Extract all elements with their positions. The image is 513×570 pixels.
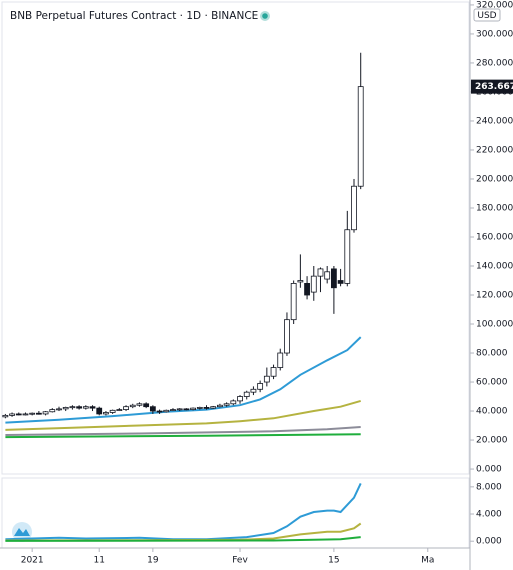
candle-body <box>56 408 62 411</box>
candle-body <box>230 400 237 405</box>
candle-body <box>290 283 297 321</box>
candle-body <box>149 406 156 412</box>
y-tick-label: 0.000 <box>476 537 502 547</box>
candle-body <box>223 403 230 406</box>
y-tick-label: 20.000 <box>476 436 508 446</box>
line <box>5 482 362 541</box>
line <box>5 336 362 424</box>
last-price-box <box>471 79 513 94</box>
candle-body <box>22 413 29 416</box>
line <box>5 399 361 431</box>
candle-body <box>129 404 136 408</box>
candle-body <box>337 280 344 284</box>
candle-body <box>2 414 9 418</box>
candle-body <box>203 407 210 409</box>
currency-box <box>473 8 501 22</box>
candle-body <box>49 409 56 413</box>
main-pane <box>1 1 470 475</box>
y-tick-label: 120.000 <box>476 291 513 301</box>
status-dot <box>262 13 268 19</box>
x-tick-label: 11 <box>93 556 104 566</box>
candle-body <box>304 283 310 296</box>
y-tick-label: 160.000 <box>476 232 513 242</box>
currency: USD <box>477 11 496 21</box>
y-tick-label: 4.000 <box>476 510 502 520</box>
y-tick-label: 60.000 <box>476 378 508 388</box>
candle-body <box>237 396 243 402</box>
y-tick-label: 320.000 <box>476 0 513 10</box>
candle-body <box>351 185 357 231</box>
candle-body <box>109 409 116 413</box>
candle-body <box>297 280 304 283</box>
candle-body <box>29 412 36 415</box>
candle-body <box>250 388 257 393</box>
candle-body <box>210 406 217 409</box>
y-tick-label: 200.000 <box>476 174 513 184</box>
y-tick-label: 8.000 <box>476 482 502 492</box>
candle-body <box>35 412 42 415</box>
x-tick-label: 2021 <box>21 556 44 566</box>
y-tick-label: 80.000 <box>476 349 508 359</box>
candle-body <box>143 403 150 408</box>
candle-body <box>89 406 96 409</box>
y-tick-label: 300.000 <box>476 29 513 39</box>
line <box>5 536 361 542</box>
candle-body <box>15 413 22 416</box>
line <box>5 433 361 439</box>
candle-body <box>42 411 49 415</box>
candle-body <box>176 408 183 411</box>
candle-body <box>190 407 196 410</box>
x-tick-label: Ma <box>421 556 434 566</box>
candle-body <box>170 409 176 411</box>
y-tick-label: 100.000 <box>476 320 513 330</box>
candle-body <box>62 407 69 410</box>
chart-title: BNB Perpetual Futures Contract · 1D · BI… <box>10 10 258 22</box>
candle-body <box>103 412 109 415</box>
candle-body <box>217 404 223 408</box>
candle-body <box>310 275 317 293</box>
candle-body <box>123 406 129 410</box>
candle-body <box>69 406 76 409</box>
candle-body <box>163 409 170 413</box>
candle-body <box>277 352 284 368</box>
candle-body <box>257 383 264 390</box>
x-tick-label: 19 <box>147 556 159 566</box>
candle-body <box>317 268 324 277</box>
candle-body <box>116 409 123 411</box>
candle-body <box>136 403 143 406</box>
candle-body <box>344 229 351 284</box>
candle-body <box>243 391 250 397</box>
last-price-label: 263.667 <box>475 82 513 92</box>
candle-body <box>263 375 270 383</box>
y-tick-label: 140.000 <box>476 262 513 272</box>
candle-body <box>330 268 337 289</box>
candle-body <box>76 406 83 409</box>
candle-body <box>270 367 277 377</box>
candle-body <box>357 86 364 187</box>
candle-body <box>9 413 15 416</box>
x-tick-label: 15 <box>328 556 339 566</box>
candle-body <box>324 271 331 280</box>
candle-body <box>183 408 190 411</box>
y-tick-label: 180.000 <box>476 203 513 213</box>
y-tick-label: 220.000 <box>476 145 513 155</box>
x-tick-label: Fev <box>232 556 248 566</box>
candle-body <box>96 407 103 415</box>
line <box>5 426 361 436</box>
candle-body <box>284 319 290 354</box>
y-tick-label: 40.000 <box>476 407 508 417</box>
y-tick-label: 280.000 <box>476 58 513 68</box>
y-tick-label: 240.000 <box>476 116 513 126</box>
y-tick-label: 0.000 <box>476 465 502 475</box>
candle-body <box>196 407 203 409</box>
candle-body <box>156 410 163 413</box>
logo <box>12 522 32 542</box>
candle-body <box>82 406 89 409</box>
